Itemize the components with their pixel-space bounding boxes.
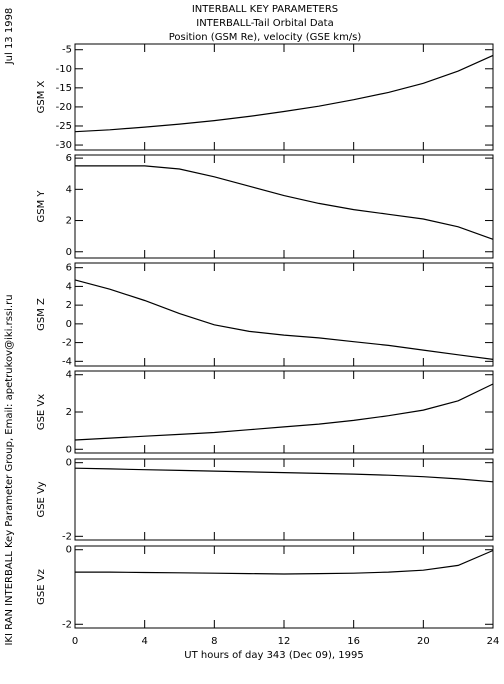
- x-tick-label: 20: [417, 636, 430, 647]
- y-tick-label: -20: [56, 102, 72, 113]
- y-tick-label: 0: [66, 319, 72, 330]
- data-line: [75, 549, 494, 575]
- x-tick-label: 24: [487, 636, 500, 647]
- credit-note: IKI RAN INTERBALL Key Parameter Group, E…: [4, 294, 15, 645]
- y-axis-label: GSM Y: [36, 190, 47, 223]
- x-tick-label: 8: [211, 636, 217, 647]
- x-axis-label: UT hours of day 343 (Dec 09), 1995: [184, 650, 363, 661]
- panel-frame: [74, 458, 494, 541]
- data-line: [74, 383, 494, 441]
- y-tick-label: -5: [62, 45, 72, 56]
- y-tick-label: 0: [66, 545, 72, 556]
- y-tick-label: -2: [62, 619, 72, 630]
- panel-frame: [74, 545, 494, 629]
- x-tick-label: 4: [141, 636, 147, 647]
- y-tick-label: -2: [62, 338, 72, 349]
- y-tick-label: 0: [66, 444, 72, 455]
- y-tick-label: 2: [66, 407, 72, 418]
- y-axis-label: GSE Vz: [36, 569, 47, 605]
- y-tick-label: 4: [66, 370, 72, 381]
- y-tick-label: 6: [66, 263, 72, 274]
- y-tick-label: -4: [62, 356, 72, 367]
- y-tick-label: 4: [66, 281, 72, 292]
- y-tick-label: -10: [56, 64, 72, 75]
- y-tick-label: -2: [62, 531, 72, 542]
- panel-frame: [74, 43, 494, 151]
- y-tick-label: -30: [56, 140, 72, 151]
- data-line: [74, 467, 494, 483]
- title-line: Position (GSM Re), velocity (GSE km/s): [169, 32, 362, 43]
- x-tick-label: 0: [72, 636, 78, 647]
- y-axis-label: GSM X: [36, 80, 47, 113]
- y-tick-label: -15: [56, 83, 72, 94]
- y-axis-label: GSM Z: [36, 298, 47, 331]
- title-line: INTERBALL KEY PARAMETERS: [192, 4, 338, 15]
- y-tick-label: 0: [66, 247, 72, 258]
- y-axis-label: GSE Vy: [36, 481, 47, 517]
- x-tick-label: 12: [278, 636, 291, 647]
- data-line: [74, 54, 494, 133]
- data-line: [75, 165, 494, 240]
- y-tick-label: 4: [66, 184, 72, 195]
- title-line: INTERBALL-Tail Orbital Data: [196, 18, 333, 29]
- y-tick-label: 2: [66, 300, 72, 311]
- panel-frame: [74, 154, 494, 259]
- y-tick-label: 2: [66, 216, 72, 227]
- y-tick-label: -25: [56, 121, 72, 132]
- x-tick-label: 16: [347, 636, 360, 647]
- y-tick-label: 6: [66, 153, 72, 164]
- date-note: Jul 13 1998: [4, 8, 15, 66]
- y-axis-label: GSE Vx: [36, 394, 47, 430]
- y-tick-label: 0: [66, 458, 72, 469]
- panel-frame: [74, 370, 494, 454]
- data-line: [74, 279, 494, 360]
